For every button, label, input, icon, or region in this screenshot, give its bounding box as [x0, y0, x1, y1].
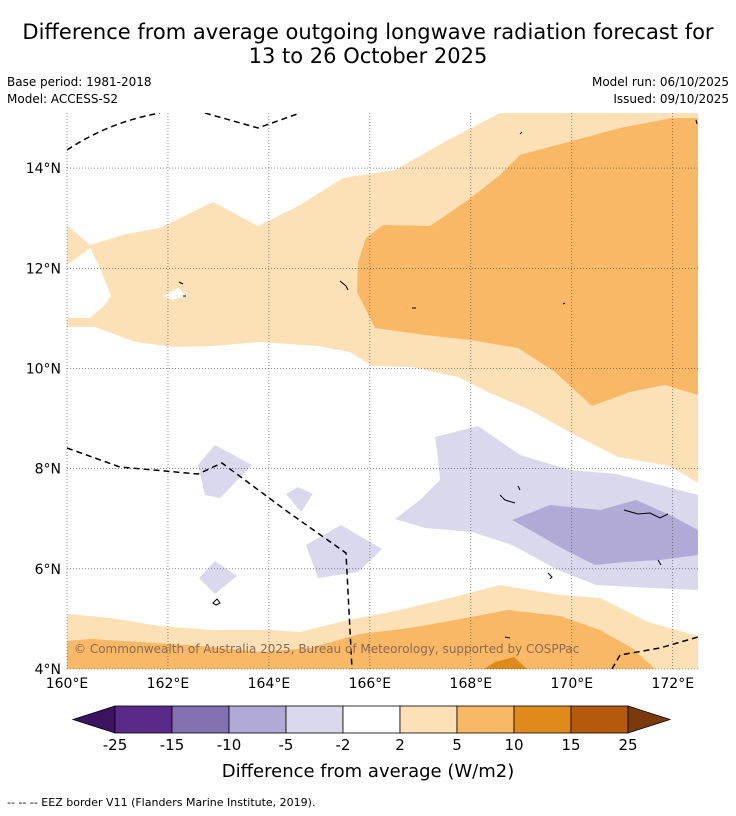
- map-field: © Commonwealth of Australia 2025, Bureau…: [67, 113, 698, 669]
- neutral-spot: [163, 288, 187, 300]
- copyright-notice: © Commonwealth of Australia 2025, Bureau…: [74, 642, 579, 656]
- y-axis: 14°N 12°N 10°N 8°N 6°N 4°N: [26, 161, 61, 678]
- anomaly-region-10-to-15: [484, 657, 527, 669]
- y-tick-label: 6°N: [35, 562, 61, 578]
- colorbar-segment: [114, 705, 173, 734]
- y-tick-label: 12°N: [26, 261, 61, 277]
- x-tick-label: 168°E: [450, 676, 493, 692]
- issued-date: Issued: 09/10/2025: [613, 92, 729, 106]
- colorbar-tick-label: -5: [279, 736, 294, 754]
- anomaly-region-neg-5-to-neg-10: [512, 500, 698, 565]
- title-line-2: 13 to 26 October 2025: [248, 44, 488, 68]
- colorbar-tick-label: 10: [504, 736, 523, 754]
- gridlines: [66, 113, 698, 670]
- anomaly-region-5-to-10-north: [357, 118, 698, 406]
- colorbar-segment: [513, 705, 572, 734]
- colorbar-segment: [285, 705, 344, 734]
- base-period: Base period: 1981-2018: [7, 75, 152, 89]
- meta-left: Base period: 1981-2018 Model: ACCESS-S2: [7, 74, 152, 108]
- colorbar-segment: [171, 705, 230, 734]
- colorbar-tick-label: -10: [217, 736, 242, 754]
- colorbar-segment: [570, 705, 629, 734]
- chart-title: Difference from average outgoing longwav…: [0, 20, 736, 68]
- colorbar-tick-label: 5: [452, 736, 462, 754]
- meta-right: Model run: 06/10/2025 Issued: 09/10/2025: [592, 74, 729, 108]
- colorbar-segment: [399, 705, 458, 734]
- y-tick-label: 8°N: [35, 462, 61, 478]
- neutral-region-west: [67, 248, 111, 318]
- x-tick-label: 166°E: [349, 676, 392, 692]
- x-tick-label: 172°E: [651, 676, 694, 692]
- forecast-map: © Commonwealth of Australia 2025, Bureau…: [26, 113, 698, 754]
- model-name: Model: ACCESS-S2: [7, 92, 119, 106]
- colorbar-label: Difference from average (W/m2): [221, 761, 515, 782]
- island-outlines: [178, 119, 698, 639]
- colorbar-tick-label: -2: [336, 736, 351, 754]
- anomaly-region-neg-2-to-neg-5-b: [286, 487, 313, 512]
- colorbar-tick-label: -15: [160, 736, 185, 754]
- colorbar-segment: [228, 705, 287, 734]
- y-tick-label: 4°N: [35, 662, 61, 678]
- eez-borders: [67, 113, 698, 669]
- x-tick-label: 170°E: [551, 676, 594, 692]
- colorbar-segment: [456, 705, 515, 734]
- y-tick-label: 14°N: [26, 161, 61, 177]
- x-tick-label: 162°E: [147, 676, 190, 692]
- colorbar-tick-label: 25: [618, 736, 637, 754]
- title-line-1: Difference from average outgoing longwav…: [22, 20, 714, 44]
- x-tick-label: 160°E: [46, 676, 89, 692]
- colorbar-segment: [342, 705, 401, 734]
- colorbar-extend-high: [627, 705, 672, 734]
- anomaly-region-5-to-10-south: [67, 610, 655, 669]
- model-run: Model run: 06/10/2025: [591, 75, 729, 89]
- eez-legend: -- -- -- EEZ border V11 (Flanders Marine…: [7, 796, 316, 809]
- y-tick-label: 10°N: [26, 361, 61, 377]
- colorbar-tick-label: -25: [103, 736, 128, 754]
- x-axis: 160°E 162°E 164°E 166°E 168°E 170°E 172°E: [46, 676, 694, 692]
- x-tick-label: 164°E: [248, 676, 291, 692]
- colorbar-extend-low: [71, 705, 116, 734]
- colorbar-tick-label: 15: [561, 736, 580, 754]
- anomaly-region-neg-2-to-neg-5-d: [199, 561, 237, 594]
- colorbar: -25 -15 -10 -5 -2 2 5 10 15 25: [71, 705, 672, 754]
- anomaly-region-neg-2-to-neg-5-a: [198, 445, 252, 498]
- colorbar-tick-label: 2: [395, 736, 405, 754]
